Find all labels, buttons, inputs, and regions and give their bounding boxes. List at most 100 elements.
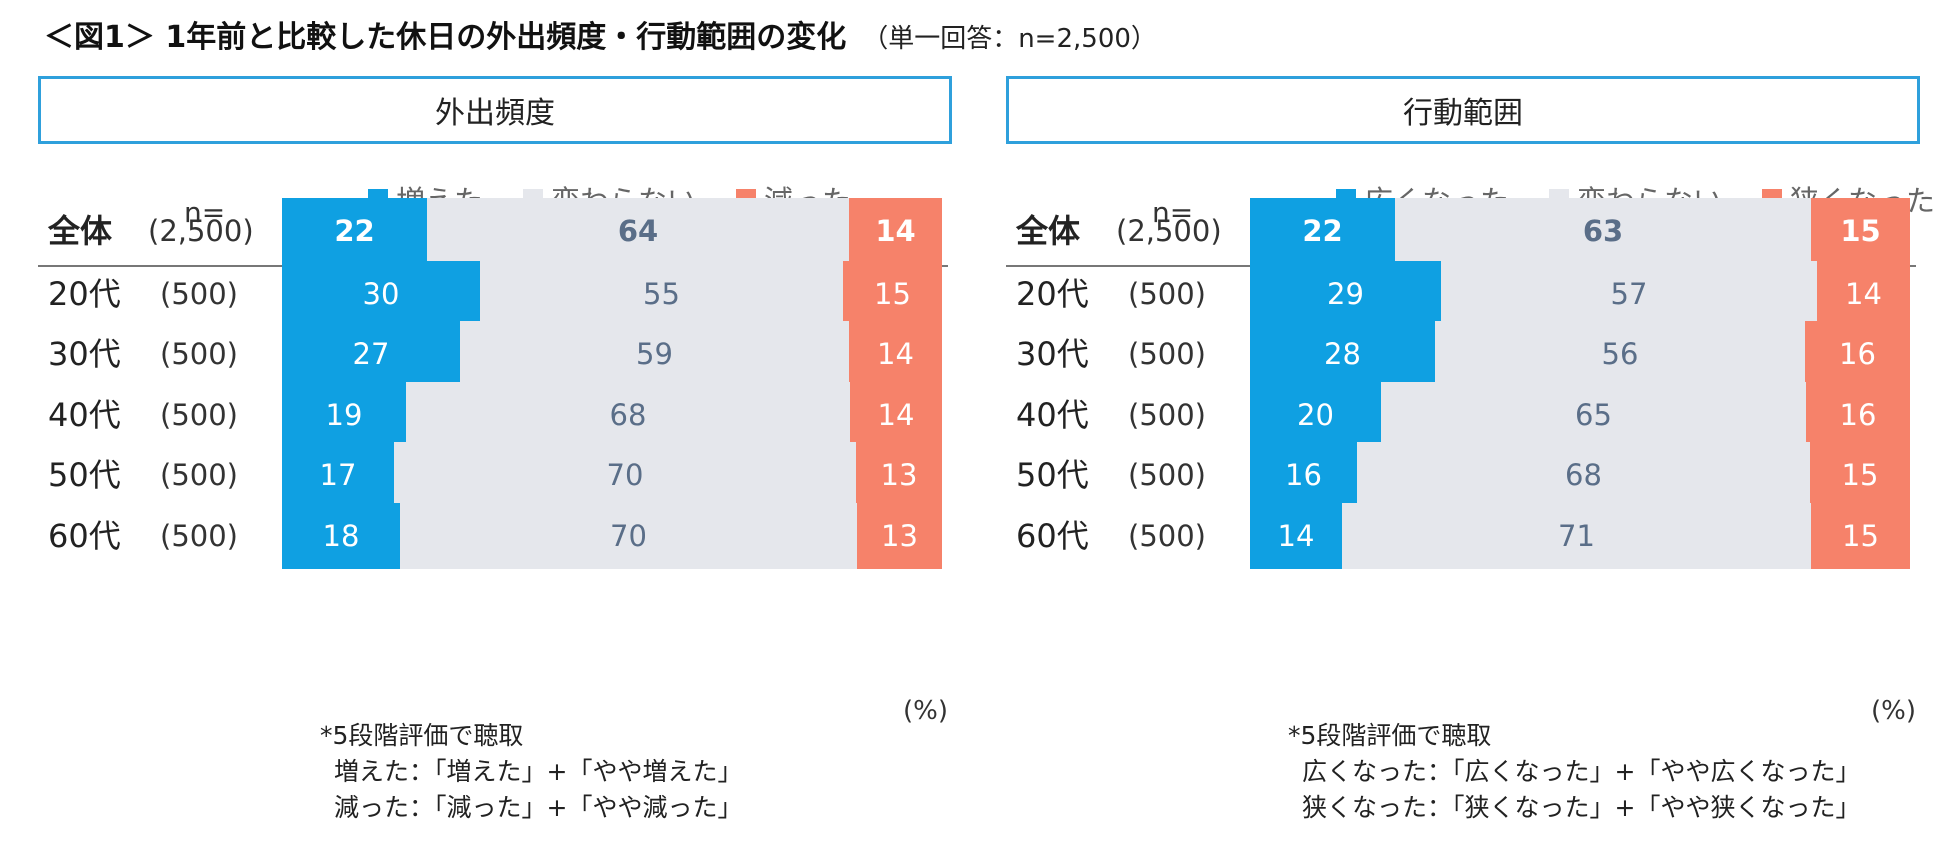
bar-segment-increase: 27 bbox=[282, 321, 460, 387]
bar-segment-increase: 22 bbox=[282, 198, 427, 264]
category-label: 60代 bbox=[48, 516, 121, 555]
sample-size-label: (500) bbox=[1128, 458, 1206, 492]
chart-title-row: ＜図1＞ 1年前と比較した休日の外出頻度・行動範囲の変化 （単一回答：n=2,5… bbox=[44, 12, 1157, 62]
figure-title: ＜図1＞ 1年前と比較した休日の外出頻度・行動範囲の変化 bbox=[44, 20, 847, 55]
panel-activity-range: 行動範囲 広くなった 変わらない 狭くなった n= 全体(2,500)22631… bbox=[1006, 76, 1935, 836]
category-label: 30代 bbox=[48, 335, 121, 373]
category-label: 全体 bbox=[48, 212, 113, 250]
bar-segment-increase: 30 bbox=[282, 260, 480, 327]
panel-outing-frequency: 外出頻度 増えた 変わらない 減った n= 全体(2,500)22641420代… bbox=[38, 76, 958, 836]
bar-segment-decrease: 15 bbox=[843, 260, 942, 327]
figure-subtitle: （単一回答：n=2,500） bbox=[862, 24, 1157, 54]
sample-size-label: (500) bbox=[1128, 337, 1206, 371]
category-label: 60代 bbox=[1016, 516, 1089, 555]
bar-segment-same: 64 bbox=[427, 198, 849, 264]
category-label: 30代 bbox=[1016, 335, 1089, 373]
bar-segment-decrease: 15 bbox=[1811, 502, 1910, 569]
bar-segment-same: 70 bbox=[400, 502, 857, 569]
bar-segment-decrease: 14 bbox=[849, 321, 942, 387]
stacked-bar: 22 63 15 bbox=[1250, 198, 1910, 264]
stacked-bar: 28 56 16 bbox=[1250, 321, 1910, 387]
note-line-3: 狭くなった：「狭くなった」+「やや狭くなった」 bbox=[1302, 793, 1861, 822]
bar-segment-decrease: 16 bbox=[1805, 321, 1910, 387]
stacked-bar: 18 70 13 bbox=[282, 502, 942, 569]
sample-size-label: (500) bbox=[160, 458, 238, 492]
notes: *5段階評価で聴取 広くなった：「広くなった」+「やや広くなった」 狭くなった：… bbox=[1288, 718, 1860, 826]
category-label: 50代 bbox=[48, 456, 121, 494]
bar-row: 30代 (500) 27 59 14 bbox=[38, 321, 948, 387]
bar-segment-decrease: 13 bbox=[856, 442, 942, 508]
bar-segment-decrease: 14 bbox=[849, 198, 942, 264]
bar-segment-same: 65 bbox=[1381, 381, 1806, 448]
sample-size-label: (500) bbox=[160, 276, 238, 311]
bar-segment-same: 68 bbox=[406, 381, 850, 448]
panel-header: 外出頻度 bbox=[38, 76, 952, 144]
bar-segment-same: 57 bbox=[1441, 260, 1817, 327]
stacked-bar: 27 59 14 bbox=[282, 321, 942, 387]
bar-row: 全体 (2,500) 22 63 15 bbox=[1006, 198, 1916, 264]
bar-segment-increase: 14 bbox=[1250, 502, 1342, 569]
sample-size-label: (2,500) bbox=[148, 214, 254, 248]
stacked-bar: 20 65 16 bbox=[1250, 381, 1910, 448]
bar-segment-increase: 20 bbox=[1250, 381, 1381, 448]
stacked-bar: 22 64 14 bbox=[282, 198, 942, 264]
stacked-bar: 14 71 15 bbox=[1250, 502, 1910, 569]
bar-segment-same: 55 bbox=[480, 260, 843, 327]
bar-row: 全体 (2,500) 22 64 14 bbox=[38, 198, 948, 264]
category-label: 40代 bbox=[48, 395, 121, 434]
sample-size-label: (500) bbox=[1128, 518, 1206, 553]
n-label: n= bbox=[1152, 196, 1194, 229]
bar-segment-increase: 29 bbox=[1250, 260, 1441, 327]
sample-size-label: (500) bbox=[1128, 276, 1206, 311]
bar-row: 20代 (500) 30 55 15 bbox=[38, 260, 948, 327]
note-line-2: 広くなった：「広くなった」+「やや広くなった」 bbox=[1302, 757, 1861, 786]
stacked-bar: 29 57 14 bbox=[1250, 260, 1910, 327]
bar-segment-increase: 19 bbox=[282, 381, 406, 448]
bar-row: 30代 (500) 28 56 16 bbox=[1006, 321, 1916, 387]
panel-header: 行動範囲 bbox=[1006, 76, 1920, 144]
bar-segment-increase: 17 bbox=[282, 442, 394, 508]
bar-segment-same: 63 bbox=[1395, 198, 1811, 264]
category-label: 全体 bbox=[1016, 212, 1081, 250]
bar-row: 60代 (500) 18 70 13 bbox=[38, 502, 948, 569]
note-line-1: *5段階評価で聴取 bbox=[1288, 721, 1492, 750]
stacked-bar: 30 55 15 bbox=[282, 260, 942, 327]
stacked-bar: 17 70 13 bbox=[282, 442, 942, 508]
bar-row: 40代 (500) 19 68 14 bbox=[38, 381, 948, 448]
category-label: 40代 bbox=[1016, 395, 1089, 434]
category-label: 20代 bbox=[48, 274, 121, 313]
bar-segment-decrease: 14 bbox=[850, 381, 942, 448]
bar-row: 40代 (500) 20 65 16 bbox=[1006, 381, 1916, 448]
category-label: 50代 bbox=[1016, 456, 1089, 494]
sample-size-label: (2,500) bbox=[1116, 214, 1222, 248]
bar-row: 50代 (500) 16 68 15 bbox=[1006, 442, 1916, 508]
note-line-2: 増えた：「増えた」+「やや増えた」 bbox=[334, 757, 743, 786]
bar-segment-decrease: 16 bbox=[1806, 381, 1910, 448]
sample-size-label: (500) bbox=[160, 337, 238, 371]
bar-row: 20代 (500) 29 57 14 bbox=[1006, 260, 1916, 327]
sample-size-label: (500) bbox=[1128, 397, 1206, 432]
bar-segment-same: 70 bbox=[394, 442, 856, 508]
bar-row: 60代 (500) 14 71 15 bbox=[1006, 502, 1916, 569]
sample-size-label: (500) bbox=[160, 518, 238, 553]
bar-segment-same: 71 bbox=[1342, 502, 1811, 569]
bar-segment-increase: 18 bbox=[282, 502, 400, 569]
bar-segment-decrease: 15 bbox=[1810, 442, 1910, 508]
bar-segment-decrease: 15 bbox=[1811, 198, 1910, 264]
bar-segment-decrease: 13 bbox=[857, 502, 942, 569]
note-line-3: 減った：「減った」+「やや減った」 bbox=[334, 793, 743, 822]
category-label: 20代 bbox=[1016, 274, 1089, 313]
n-label: n= bbox=[184, 196, 226, 229]
bar-segment-same: 56 bbox=[1435, 321, 1805, 387]
notes: *5段階評価で聴取 増えた：「増えた」+「やや増えた」 減った：「減った」+「や… bbox=[320, 718, 742, 826]
bar-segment-increase: 22 bbox=[1250, 198, 1395, 264]
bar-segment-same: 68 bbox=[1357, 442, 1810, 508]
note-line-1: *5段階評価で聴取 bbox=[320, 721, 524, 750]
unit-label: (%) bbox=[1871, 696, 1916, 726]
sample-size-label: (500) bbox=[160, 397, 238, 432]
bar-segment-increase: 28 bbox=[1250, 321, 1435, 387]
bar-segment-decrease: 14 bbox=[1817, 260, 1910, 327]
bar-row: 50代 (500) 17 70 13 bbox=[38, 442, 948, 508]
bar-segment-same: 59 bbox=[460, 321, 849, 387]
bar-segment-increase: 16 bbox=[1250, 442, 1357, 508]
